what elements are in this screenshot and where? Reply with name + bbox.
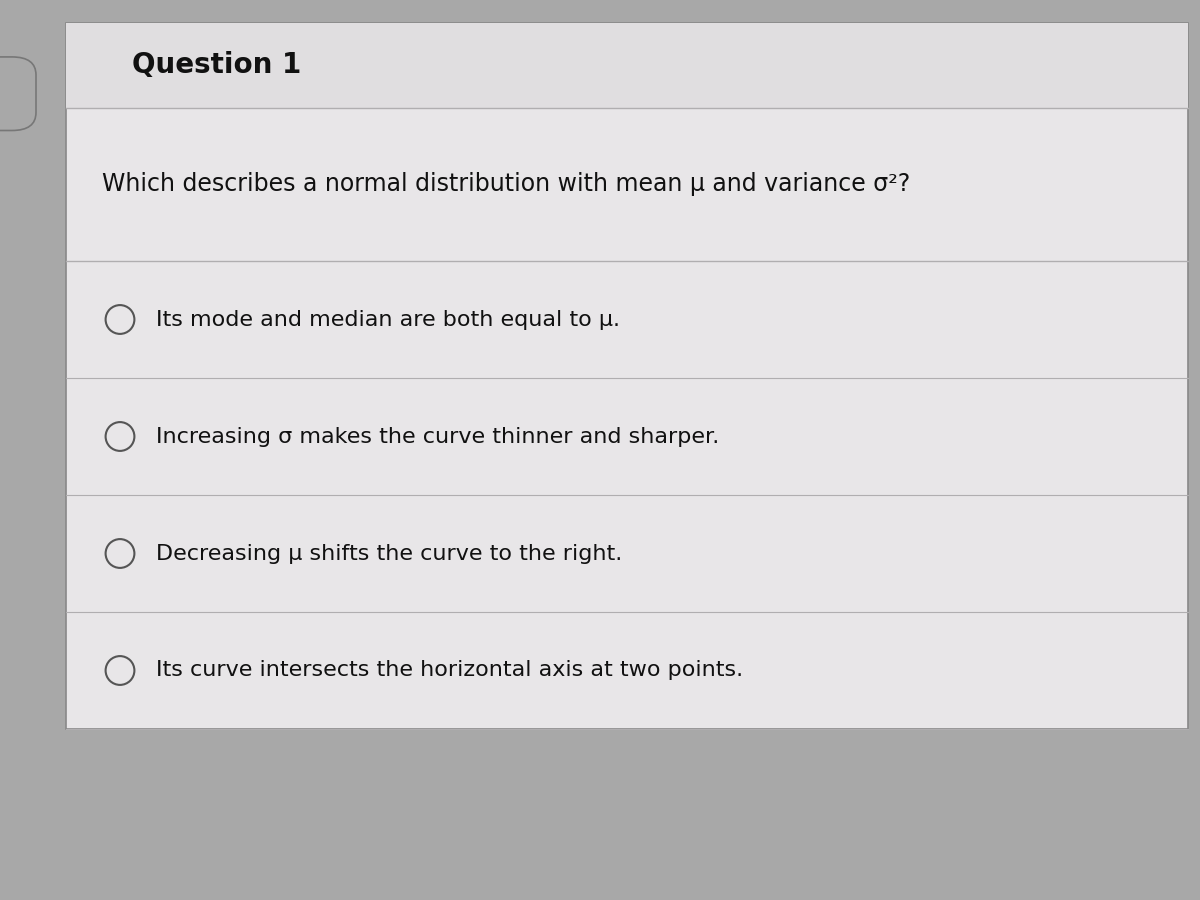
Text: Which describes a normal distribution with mean μ and variance σ²?: Which describes a normal distribution wi… (102, 173, 911, 196)
Text: Decreasing μ shifts the curve to the right.: Decreasing μ shifts the curve to the rig… (156, 544, 623, 563)
Text: Its curve intersects the horizontal axis at two points.: Its curve intersects the horizontal axis… (156, 661, 743, 680)
Text: Increasing σ makes the curve thinner and sharper.: Increasing σ makes the curve thinner and… (156, 427, 719, 446)
Text: Question 1: Question 1 (132, 51, 301, 79)
Text: Its mode and median are both equal to μ.: Its mode and median are both equal to μ. (156, 310, 620, 329)
